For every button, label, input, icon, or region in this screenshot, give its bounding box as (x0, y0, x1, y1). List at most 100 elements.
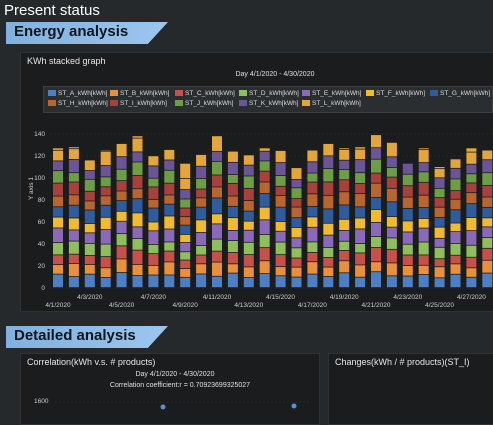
bar-segment[interactable] (419, 275, 429, 287)
bar-segment[interactable] (435, 278, 445, 287)
bar-segment[interactable] (228, 253, 238, 264)
bar-segment[interactable] (466, 165, 476, 174)
bar-segment[interactable] (435, 208, 445, 218)
bar-segment[interactable] (323, 277, 333, 287)
bar-segment[interactable] (244, 166, 254, 176)
bar-segment[interactable] (244, 231, 254, 242)
bar-segment[interactable] (148, 231, 158, 244)
bar-segment[interactable] (292, 228, 302, 238)
bar-segment[interactable] (53, 228, 63, 242)
bar-segment[interactable] (435, 178, 445, 188)
bar-segment[interactable] (371, 272, 381, 287)
bar-segment[interactable] (133, 276, 143, 287)
bar-segment[interactable] (466, 148, 476, 151)
bar-segment[interactable] (180, 217, 190, 225)
bar-segment[interactable] (260, 172, 270, 182)
bar-segment[interactable] (435, 189, 445, 197)
bar-segment[interactable] (53, 275, 63, 288)
bar-segment[interactable] (371, 248, 381, 261)
bar-segment[interactable] (260, 182, 270, 193)
bar-segment[interactable] (180, 235, 190, 242)
bar-segment[interactable] (148, 266, 158, 275)
bar-segment[interactable] (403, 209, 413, 221)
bar-segment[interactable] (180, 208, 190, 216)
bar-segment[interactable] (371, 210, 381, 222)
bar-segment[interactable] (117, 212, 127, 221)
bar-segment[interactable] (387, 250, 397, 263)
bar-segment[interactable] (355, 265, 365, 276)
bar-segment[interactable] (435, 218, 445, 227)
bar-segment[interactable] (244, 243, 254, 255)
bar-segment[interactable] (53, 255, 63, 264)
bar-segment[interactable] (212, 224, 222, 238)
bar-segment[interactable] (164, 195, 174, 203)
bar-segment[interactable] (323, 156, 333, 168)
bar-segment[interactable] (355, 244, 365, 253)
bar-segment[interactable] (228, 152, 238, 162)
bar-segment[interactable] (228, 163, 238, 174)
bar-segment[interactable] (133, 251, 143, 265)
bar-segment[interactable] (260, 152, 270, 161)
bar-segment[interactable] (69, 230, 79, 240)
bar-segment[interactable] (196, 155, 206, 166)
bar-segment[interactable] (196, 179, 206, 189)
bar-segment[interactable] (133, 162, 143, 175)
bar-segment[interactable] (387, 202, 397, 216)
bar-segment[interactable] (371, 148, 381, 159)
bar-segment[interactable] (148, 200, 158, 208)
bar-segment[interactable] (451, 275, 461, 288)
bar-segment[interactable] (371, 173, 381, 182)
bar-segment[interactable] (133, 239, 143, 250)
bar-segment[interactable] (371, 223, 381, 236)
bar-segment[interactable] (355, 160, 365, 172)
bar-segment[interactable] (69, 160, 79, 172)
bar-segment[interactable] (451, 200, 461, 210)
bar-segment[interactable] (212, 277, 222, 288)
bar-segment[interactable] (276, 232, 286, 242)
bar-segment[interactable] (133, 136, 143, 138)
bar-segment[interactable] (307, 228, 317, 242)
bar-segment[interactable] (133, 227, 143, 238)
bar-segment[interactable] (228, 274, 238, 288)
bar-segment[interactable] (69, 264, 79, 276)
bar-segment[interactable] (196, 246, 206, 255)
bar-segment[interactable] (85, 256, 95, 264)
bar-segment[interactable] (196, 233, 206, 245)
bar-segment[interactable] (323, 258, 333, 267)
bar-segment[interactable] (196, 167, 206, 178)
bar-segment[interactable] (53, 148, 63, 150)
bar-segment[interactable] (482, 151, 492, 160)
bar-segment[interactable] (101, 177, 111, 186)
bar-segment[interactable] (276, 196, 286, 207)
bar-segment[interactable] (164, 251, 174, 261)
bar-segment[interactable] (466, 183, 476, 192)
bar-segment[interactable] (339, 192, 349, 204)
bar-segment[interactable] (196, 189, 206, 197)
bar-segment[interactable] (69, 195, 79, 205)
bar-segment[interactable] (53, 265, 63, 274)
bar-segment[interactable] (101, 196, 111, 205)
bar-segment[interactable] (69, 255, 79, 263)
bar-segment[interactable] (212, 152, 222, 161)
bar-segment[interactable] (451, 232, 461, 243)
bar-segment[interactable] (387, 263, 397, 275)
bar-segment[interactable] (371, 262, 381, 271)
bar-segment[interactable] (228, 184, 238, 196)
bar-segment[interactable] (482, 249, 492, 260)
bar-segment[interactable] (148, 245, 158, 253)
bar-segment[interactable] (133, 265, 143, 275)
bar-segment[interactable] (148, 208, 158, 221)
bar-segment[interactable] (387, 178, 397, 188)
bar-segment[interactable] (451, 244, 461, 255)
bar-segment[interactable] (212, 187, 222, 197)
bar-segment[interactable] (180, 179, 190, 189)
bar-segment[interactable] (419, 255, 429, 265)
bar-segment[interactable] (387, 217, 397, 227)
bar-segment[interactable] (419, 163, 429, 171)
bar-segment[interactable] (69, 173, 79, 182)
bar-segment[interactable] (435, 259, 445, 266)
bar-segment[interactable] (196, 198, 206, 207)
bar-segment[interactable] (260, 208, 270, 220)
bar-segment[interactable] (196, 220, 206, 232)
bar-segment[interactable] (482, 160, 492, 172)
